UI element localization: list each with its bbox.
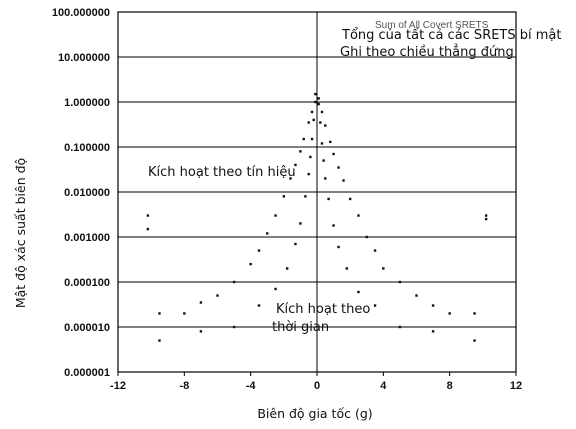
scatter-points (146, 92, 488, 342)
signal-trigger-point (266, 232, 269, 235)
signal-trigger-point (146, 214, 150, 217)
time-trigger-point (322, 159, 325, 162)
signal-trigger-point (158, 312, 161, 315)
signal-trigger-point (431, 304, 435, 307)
time-trigger-point (274, 287, 277, 291)
signal-trigger-point (320, 110, 324, 114)
legend-line-2: Ghi theo chiều thẳng đứng (340, 44, 514, 60)
y-tick-label: 0.001000 (64, 232, 110, 244)
y-tick-label: 0.000100 (64, 277, 110, 289)
y-tick-label: 100.000000 (52, 7, 110, 19)
signal-trigger-point (249, 262, 252, 266)
signal-trigger-point (274, 214, 277, 217)
time-trigger-point (199, 330, 203, 333)
x-tick-label: -8 (179, 380, 189, 392)
signal-trigger-point (294, 163, 297, 167)
y-tick-label: 0.000010 (64, 322, 110, 334)
signal-trigger-point (332, 152, 335, 156)
x-tick-label: 0 (314, 380, 320, 392)
y-tick-label: 10.000000 (58, 52, 110, 64)
signal-trigger-point (337, 166, 340, 169)
signal-trigger-point (146, 227, 150, 231)
axis-ticks: 100.000000 10.000000 1.000000 0.100000 0.010… (52, 7, 522, 392)
time-trigger-point (319, 121, 322, 124)
signal-trigger-point (398, 280, 402, 284)
signal-trigger-point (382, 267, 385, 270)
y-tick-label: 0.010000 (64, 187, 110, 199)
time-trigger-point (473, 339, 476, 342)
x-tick-label: 8 (447, 380, 453, 392)
time-trigger-point (294, 242, 297, 246)
x-tick-label: -12 (110, 380, 126, 392)
time-trigger-point (317, 102, 320, 106)
time-trigger-point (158, 339, 161, 342)
time-trigger-point (327, 197, 330, 201)
signal-trigger-point (257, 249, 261, 252)
time-trigger-point (324, 177, 327, 180)
time-trigger-point (398, 325, 402, 329)
signal-trigger-point (289, 177, 292, 180)
signal-trigger-point (357, 214, 360, 217)
time-trigger-point (357, 290, 360, 294)
time-trigger-point (299, 222, 302, 225)
signal-trigger-point (365, 235, 368, 239)
time-trigger-point (337, 245, 340, 249)
signal-trigger-point (307, 121, 310, 124)
signal-trigger-point (314, 92, 317, 96)
y-tick-label: 0.000001 (64, 367, 110, 379)
signal-trigger-point (342, 179, 345, 182)
x-axis-title: Biên độ gia tốc (g) (257, 406, 372, 421)
y-axis-title: Mật độ xác suất biên độ (13, 158, 28, 308)
signal-trigger-point (302, 137, 305, 141)
signal-trigger-point (317, 97, 320, 100)
time-trigger-label-line-1: Kích hoạt theo (276, 302, 370, 317)
signal-trigger-point (299, 150, 302, 153)
faded-legend-text: Sum of All Covert SRETS (375, 20, 489, 31)
time-trigger-point (345, 267, 349, 270)
signal-trigger-point (448, 312, 451, 315)
y-tick-label: 0.100000 (64, 142, 110, 154)
signal-trigger-point (329, 140, 332, 144)
time-trigger-point (312, 118, 315, 122)
signal-trigger-point (310, 110, 314, 114)
signal-trigger-point (484, 214, 488, 217)
signal-trigger-point (473, 312, 476, 315)
time-trigger-point (320, 142, 324, 145)
time-trigger-point (309, 155, 312, 159)
time-trigger-point (285, 267, 289, 270)
time-trigger-point (304, 195, 307, 198)
time-trigger-point (257, 304, 261, 307)
time-trigger-point (307, 172, 310, 176)
x-tick-label: -4 (246, 380, 257, 392)
signal-trigger-point (348, 197, 352, 201)
time-trigger-point (431, 330, 435, 333)
signal-trigger-point (415, 294, 418, 297)
signal-trigger-point (183, 312, 186, 315)
time-trigger-point (332, 224, 335, 227)
signal-trigger-point (373, 249, 377, 252)
legend-line-1: Tổng của tất cả các SRETS bí mật (341, 28, 561, 43)
signal-trigger-point (199, 301, 203, 304)
time-trigger-point (232, 325, 236, 329)
time-trigger-point (314, 100, 317, 104)
signal-trigger-point (216, 294, 219, 297)
time-trigger-label-line-2: thời gian (272, 320, 329, 335)
signal-trigger-point (484, 217, 488, 221)
time-trigger-point (373, 304, 377, 307)
x-tick-label: 12 (510, 380, 522, 392)
signal-trigger-point (324, 124, 327, 127)
time-trigger-point (310, 137, 314, 141)
signal-trigger-point (232, 280, 236, 284)
signal-trigger-point (282, 195, 286, 198)
signal-trigger-label: Kích hoạt theo tín hiệu (148, 165, 296, 180)
y-tick-label: 1.000000 (64, 97, 110, 109)
x-tick-label: 4 (380, 380, 387, 392)
